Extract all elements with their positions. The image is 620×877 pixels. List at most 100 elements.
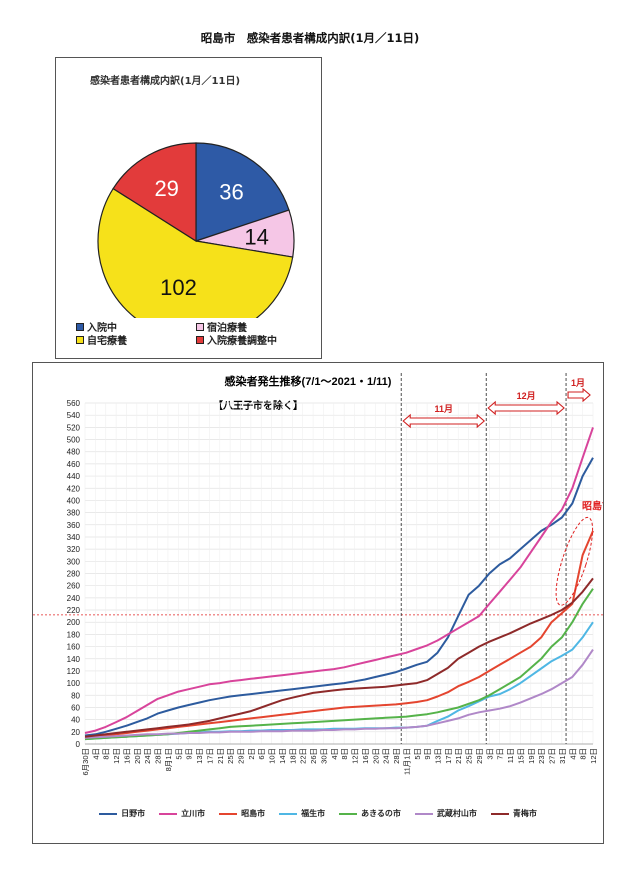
y-tick-label-11: 220 — [67, 606, 81, 615]
x-tick-label-17: 6日 — [257, 748, 266, 760]
x-tick-label-9: 5日 — [174, 748, 183, 760]
legend-item-3: 福生市 — [279, 808, 325, 819]
y-tick-label-14: 280 — [67, 570, 81, 579]
y-tick-label-6: 120 — [67, 667, 81, 676]
legend-label-1: 立川市 — [181, 809, 206, 818]
x-tick-label-11: 13日 — [195, 748, 204, 764]
x-tick-label-32: 5日 — [413, 748, 422, 760]
y-tick-label-0: 0 — [76, 740, 81, 749]
y-tick-label-2: 40 — [71, 716, 80, 725]
legend-item-hospitalized: 入院中 — [76, 319, 196, 334]
x-tick-label-18: 10日 — [268, 748, 277, 764]
x-tick-label-43: 19日 — [527, 748, 536, 764]
x-tick-label-47: 4日 — [568, 748, 577, 760]
pie-slice-3 — [112, 142, 197, 243]
legend-line-3 — [279, 812, 298, 815]
x-tick-label-48: 8日 — [579, 748, 588, 760]
y-tick-label-25: 500 — [67, 436, 81, 445]
x-tick-label-3: 12日 — [112, 748, 121, 764]
x-tick-label-35: 17日 — [444, 748, 453, 764]
x-tick-label-20: 18日 — [288, 748, 297, 764]
line-chart: 感染者発生推移(7/1～2021・1/11) 【八王子市を除く】 0 20 40 60 80… — [33, 373, 603, 776]
legend-label-3: 福生市 — [301, 809, 326, 818]
legend-item-1: 立川市 — [159, 808, 205, 819]
legend-swatch-hotel — [196, 322, 204, 331]
pie-value-label-0: 36 — [219, 180, 243, 205]
pie-value-label-2: 102 — [160, 275, 197, 300]
x-tick-label-27: 16日 — [361, 748, 370, 764]
line-chart-legend: 日野市 立川市 昭島市 福生市 あきるの市 武蔵村山市 青梅市 — [33, 808, 603, 819]
legend-label-adjusting: 入院療養調整中 — [207, 336, 277, 347]
x-tick-label-1: 4日 — [91, 748, 100, 760]
y-tick-label-10: 200 — [67, 618, 81, 627]
month-range-arrow-2 — [567, 387, 591, 403]
legend-swatch-hospitalized — [76, 322, 84, 331]
pie-slice-0 — [195, 142, 290, 242]
y-tick-label-17: 340 — [67, 533, 81, 542]
x-tick-label-38: 29日 — [475, 748, 484, 764]
pie-chart-title: 感染者患者構成内訳(1月／11日) — [90, 76, 241, 87]
month-range-arrow-0 — [402, 413, 486, 429]
x-tick-label-39: 3日 — [485, 748, 494, 760]
pie-slice-2 — [97, 187, 294, 318]
y-tick-label-23: 460 — [67, 460, 81, 469]
month-label-1: 12月 — [517, 391, 536, 401]
month-range-arrow-1 — [487, 400, 565, 416]
y-tick-label-1: 20 — [71, 728, 80, 737]
y-tick-label-24: 480 — [67, 448, 81, 457]
legend-line-6 — [490, 812, 509, 815]
y-tick-label-12: 240 — [67, 594, 81, 603]
x-tick-label-24: 4日 — [330, 748, 339, 760]
legend-item-adjusting: 入院療養調整中 — [196, 332, 316, 347]
x-tick-label-14: 25日 — [226, 748, 235, 764]
x-tick-label-45: 27日 — [548, 748, 557, 764]
x-tick-label-7: 28日 — [154, 748, 163, 764]
x-tick-label-44: 23日 — [537, 748, 546, 764]
series-line-5 — [84, 649, 594, 739]
line-chart-panel: 感染者発生推移(7/1～2021・1/11) 【八王子市を除く】 0 20 40 60 80… — [32, 362, 604, 844]
x-tick-label-13: 21日 — [216, 748, 225, 764]
y-tick-label-18: 360 — [67, 521, 81, 530]
x-tick-label-21: 22日 — [299, 748, 308, 764]
y-tick-label-8: 160 — [67, 643, 81, 652]
x-tick-label-2: 8日 — [102, 748, 111, 760]
x-tick-label-12: 17日 — [205, 748, 214, 764]
series-line-2 — [84, 530, 594, 739]
x-tick-label-22: 26日 — [309, 748, 318, 764]
x-tick-label-46: 31日 — [558, 748, 567, 764]
annotation-label: 昭島市 — [582, 500, 603, 513]
legend-item-0: 日野市 — [99, 808, 145, 819]
x-tick-label-29: 24日 — [382, 748, 391, 764]
y-tick-label-20: 400 — [67, 496, 81, 505]
x-tick-label-49: 12日 — [589, 748, 598, 764]
legend-label-6: 青梅市 — [512, 809, 537, 818]
legend-swatch-home — [76, 335, 84, 344]
legend-item-6: 青梅市 — [490, 808, 537, 819]
legend-item-4: あきるの市 — [339, 808, 401, 819]
y-tick-label-13: 260 — [67, 582, 81, 591]
pie-value-label-1: 14 — [244, 224, 268, 249]
y-tick-label-26: 520 — [67, 423, 81, 432]
legend-line-5 — [414, 812, 433, 815]
legend-label-0: 日野市 — [121, 809, 146, 818]
y-tick-label-16: 320 — [67, 545, 81, 554]
legend-line-2 — [219, 812, 238, 815]
line-chart-title: 感染者発生推移(7/1～2021・1/11) — [225, 374, 392, 388]
series-line-0 — [84, 457, 594, 737]
y-tick-label-4: 80 — [71, 691, 80, 700]
legend-line-0 — [99, 812, 118, 815]
legend-label-2: 昭島市 — [241, 809, 266, 818]
x-tick-label-33: 9日 — [423, 748, 432, 760]
legend-line-4 — [339, 812, 358, 815]
x-tick-label-0: 6月30日 — [81, 748, 90, 776]
legend-label-4: あきるの市 — [361, 809, 401, 818]
legend-label-home: 自宅療養 — [87, 336, 127, 347]
pie-chart-panel: 感染者患者構成内訳(1月／11日) 36 14 102 29 入院中 宿泊療養 自宅療… — [55, 57, 322, 359]
x-tick-label-19: 14日 — [278, 748, 287, 764]
month-label-0: 11月 — [434, 404, 453, 414]
y-tick-label-9: 180 — [67, 630, 81, 639]
legend-line-1 — [159, 812, 178, 815]
x-tick-label-37: 25日 — [465, 748, 474, 764]
y-tick-label-21: 420 — [67, 484, 81, 493]
